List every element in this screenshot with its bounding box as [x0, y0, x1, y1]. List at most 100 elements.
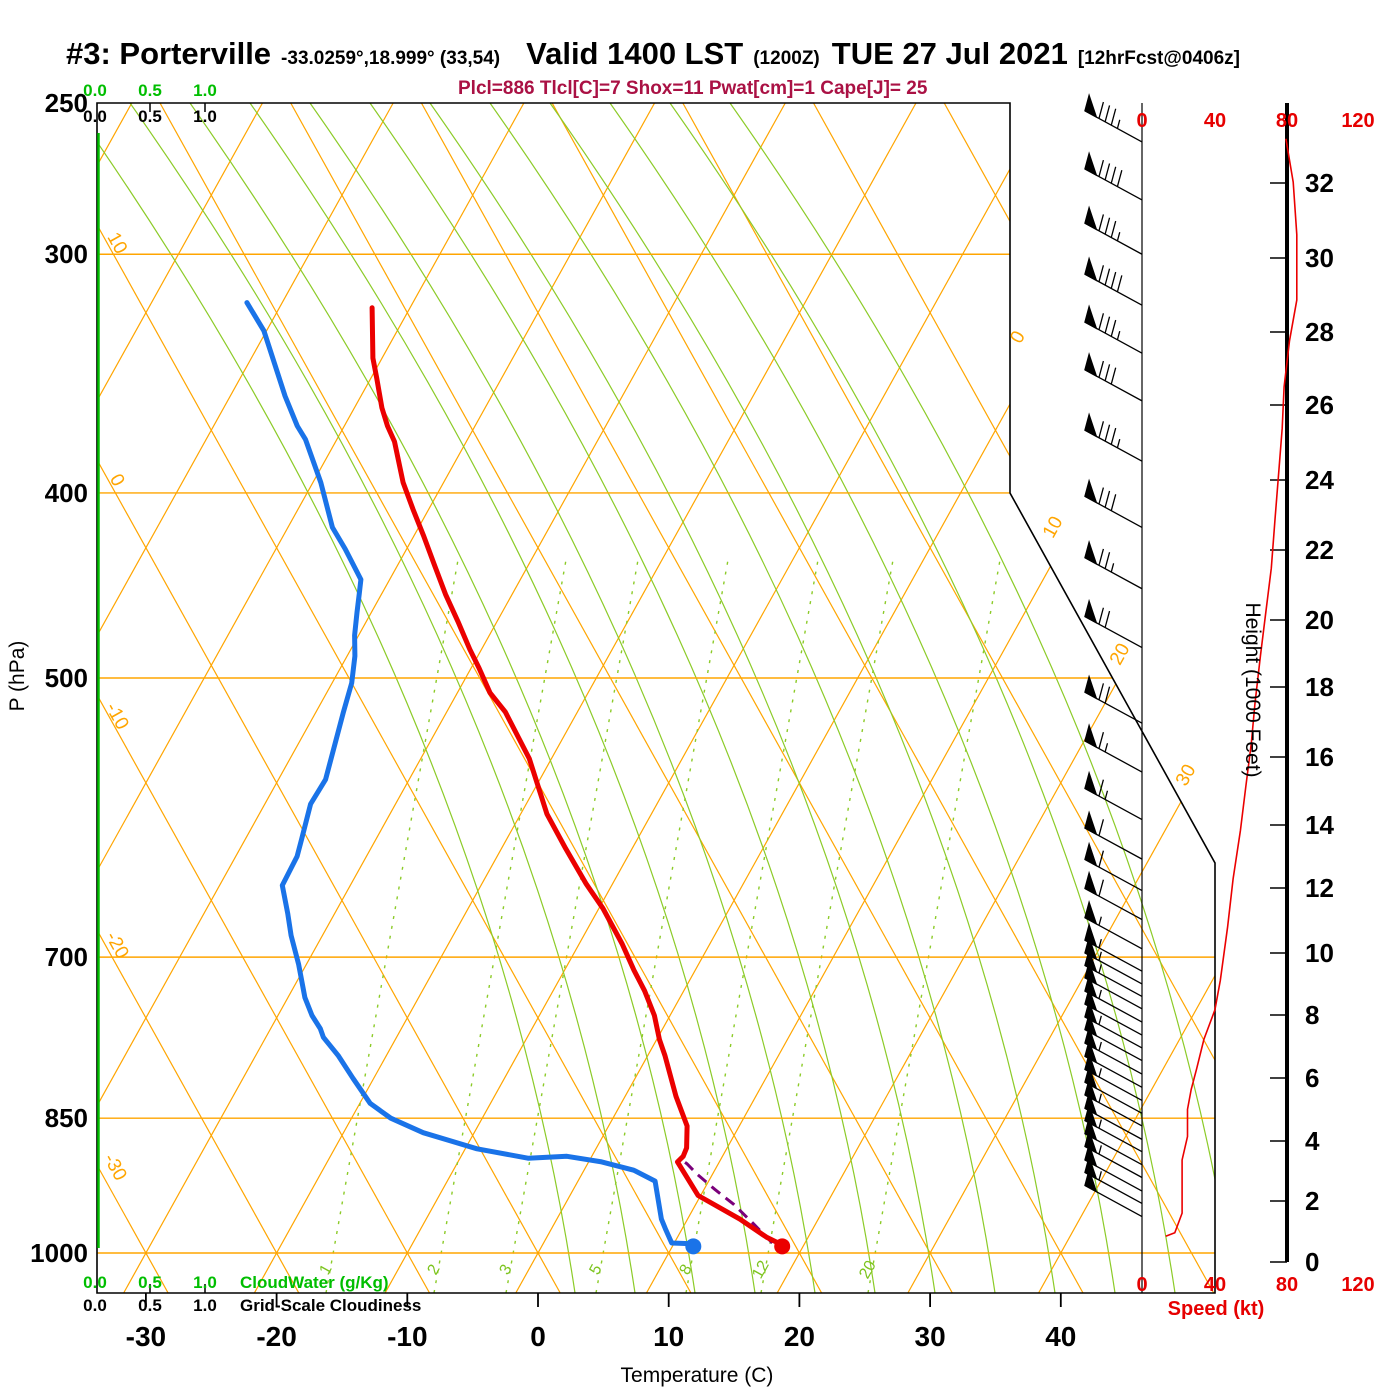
moist-adiabat-line: [97, 103, 576, 1293]
barb-pennant: [1084, 256, 1098, 282]
dry-adiabat-label: -30: [99, 1150, 131, 1184]
moist-adiabat-line: [309, 103, 816, 1293]
barb-full: [1104, 105, 1111, 122]
speed-tick-label-bottom: 120: [1341, 1274, 1374, 1296]
temp-tick-label: -10: [387, 1321, 427, 1352]
cloudwater-scale-value: 0.0: [83, 1273, 107, 1292]
temp-tick-label: 40: [1045, 1321, 1076, 1352]
moist-adiabat-line: [489, 103, 996, 1293]
mixing-ratio-line: [433, 559, 567, 1293]
barb-pennant: [1084, 1167, 1098, 1194]
pressure-axis-title: P (hPa): [6, 641, 29, 712]
speed-tick-label-top: 0: [1136, 110, 1147, 132]
barb-full: [1104, 217, 1111, 235]
barb-half: [1104, 743, 1109, 753]
speed-tick-label-top: 120: [1341, 110, 1374, 132]
barb-full: [1098, 607, 1105, 625]
barb-full: [1104, 316, 1111, 334]
isotherm-line: [97, 103, 394, 1293]
barb-half: [1098, 964, 1102, 974]
barb-full: [1098, 101, 1105, 119]
height-tick-label: 26: [1305, 390, 1334, 420]
height-tick-label: 30: [1305, 243, 1334, 273]
temp-tick-label: -20: [256, 1321, 296, 1352]
barb-full: [1098, 879, 1105, 897]
mixing-ratio-line: [505, 559, 639, 1293]
pressure-tick-label: 250: [45, 88, 88, 118]
dry-adiabat-line: [420, 103, 1084, 1293]
barb-pennant: [1084, 674, 1098, 700]
chart-title: #3: Porterville -33.0259°,18.999° (33,54…: [66, 36, 1240, 72]
mixing-ratio-label: 3: [496, 1262, 515, 1278]
barb-half: [1098, 1015, 1102, 1025]
temp-tick-label: 0: [530, 1321, 546, 1352]
mixing-ratio-label: 5: [586, 1262, 605, 1278]
isotherm-line: [776, 103, 1215, 1293]
station-coords: -33.0259°,18.999° (33,54): [281, 48, 501, 69]
dry-adiabat-line: [551, 103, 1215, 1293]
dry-adiabat-line: [1336, 103, 1400, 1293]
speed-tick-label-bottom: 40: [1204, 1274, 1226, 1296]
pressure-tick-label: 1000: [30, 1238, 88, 1268]
barb-half: [1116, 119, 1121, 129]
station-name: #3: Porterville: [66, 36, 272, 71]
barb-full: [1098, 313, 1105, 330]
barb-half: [1116, 232, 1121, 242]
moist-adiabat-line: [729, 103, 1215, 1293]
surface-dewpoint-dot: [685, 1238, 702, 1255]
barb-full: [1098, 360, 1105, 378]
moist-adiabat-line: [669, 103, 1176, 1293]
barb-half: [1098, 989, 1102, 999]
mixing-ratio-line: [685, 559, 819, 1293]
barb-full: [1104, 424, 1111, 442]
isotherm-line: [645, 103, 1215, 1293]
cloudiness-scale-value: 0.0: [83, 1296, 107, 1315]
moist-adiabat-line: [189, 103, 696, 1293]
barb-pennant: [1084, 841, 1098, 868]
speed-axis-title: Speed (kt): [1168, 1298, 1265, 1320]
barb-half: [1098, 916, 1102, 926]
isotherm-line: [515, 103, 1178, 1293]
barb-full: [1110, 319, 1117, 337]
barb-full: [1098, 779, 1105, 797]
temperature-curve: [369, 305, 785, 1248]
barb-pennant: [1084, 770, 1098, 797]
cloudiness-scale-value: 0.0: [83, 107, 107, 126]
barb-pennant: [1084, 478, 1098, 504]
barb-full: [1104, 686, 1111, 704]
barb-full: [1098, 487, 1105, 505]
height-tick-label: 4: [1305, 1126, 1320, 1156]
barb-full: [1110, 367, 1117, 385]
isotherm-line: [384, 103, 1048, 1293]
isotherm-label: 30: [1172, 761, 1201, 790]
mixing-ratio-label: 12: [749, 1258, 773, 1282]
height-tick-label: 2: [1305, 1186, 1319, 1216]
barb-full: [1110, 166, 1117, 184]
isotherm-line: [97, 103, 656, 1293]
dry-adiabat-line: [97, 103, 300, 1293]
dry-adiabat-line: [159, 103, 823, 1293]
dry-adiabat-line: [682, 103, 1215, 1293]
barb-full: [1110, 220, 1117, 238]
barb-half: [1098, 1041, 1102, 1051]
barb-full: [1110, 494, 1117, 511]
barb-full: [1104, 268, 1111, 286]
barb-half: [1098, 1119, 1102, 1129]
mixing-ratio-line: [325, 559, 459, 1293]
isotherm-line: [0, 103, 1, 1293]
barb-half: [1098, 1093, 1102, 1103]
barb-full: [1110, 271, 1117, 289]
barb-half: [1104, 790, 1109, 800]
barb-pennant: [1084, 539, 1098, 566]
barb-pennant: [1084, 870, 1098, 897]
dry-adiabat-label: 0: [105, 471, 128, 490]
isotherm-label: 20: [1106, 640, 1135, 669]
barb-full: [1104, 490, 1111, 508]
height-tick-label: 28: [1305, 317, 1334, 347]
barb-half: [1098, 1171, 1102, 1181]
barb-pennant: [1084, 598, 1098, 625]
moist-adiabat-line: [369, 103, 876, 1293]
valid-time: Valid 1400 LST: [526, 36, 744, 71]
